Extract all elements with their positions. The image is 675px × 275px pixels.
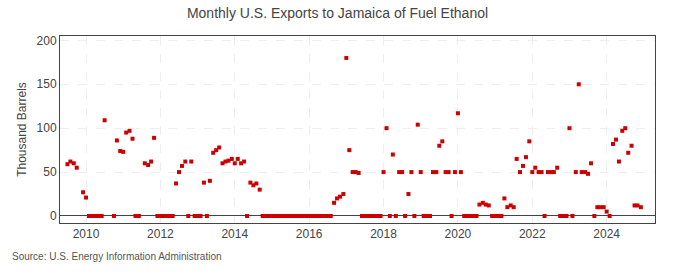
- svg-text:150: 150: [37, 77, 57, 91]
- svg-text:2010: 2010: [73, 227, 100, 241]
- svg-text:2022: 2022: [519, 227, 546, 241]
- svg-text:2018: 2018: [370, 227, 397, 241]
- svg-text:2016: 2016: [296, 227, 323, 241]
- svg-text:Source: U.S. Energy Informatio: Source: U.S. Energy Information Administ…: [12, 251, 222, 262]
- svg-text:0: 0: [50, 209, 57, 223]
- svg-text:Thousand Barrels: Thousand Barrels: [15, 82, 29, 177]
- svg-text:2012: 2012: [147, 227, 174, 241]
- svg-text:Monthly U.S. Exports to Jamaic: Monthly U.S. Exports to Jamaica of Fuel …: [187, 5, 488, 21]
- svg-text:200: 200: [37, 34, 57, 48]
- svg-text:100: 100: [37, 121, 57, 135]
- svg-text:2024: 2024: [593, 227, 620, 241]
- svg-text:50: 50: [43, 165, 57, 179]
- svg-text:2014: 2014: [221, 227, 248, 241]
- svg-text:2020: 2020: [445, 227, 472, 241]
